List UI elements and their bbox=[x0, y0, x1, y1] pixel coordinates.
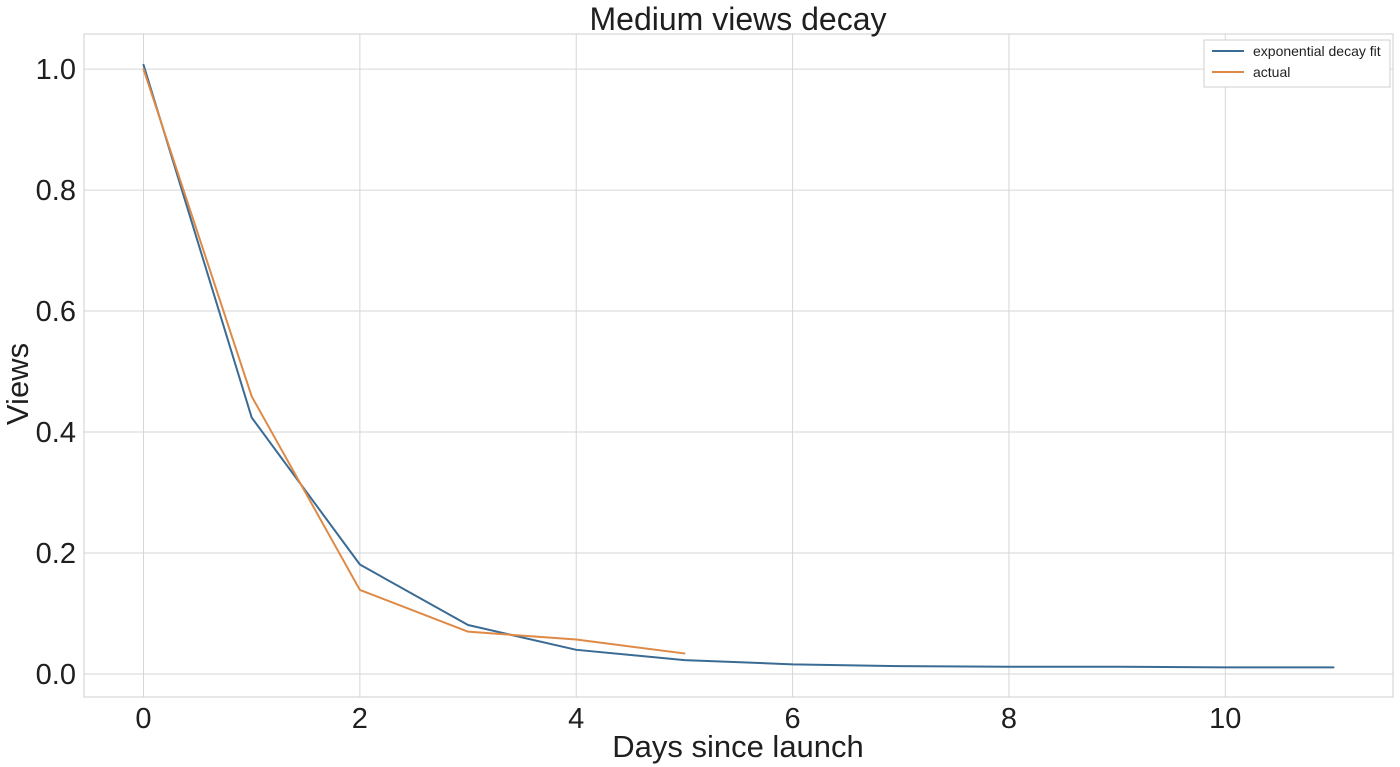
x-tick-label: 4 bbox=[568, 703, 584, 735]
x-axis-label: Days since launch bbox=[612, 729, 864, 764]
x-tick-label: 8 bbox=[1001, 703, 1017, 735]
y-tick-label: 0.0 bbox=[36, 659, 76, 691]
y-tick-label: 0.6 bbox=[36, 296, 76, 328]
y-axis-label: Views bbox=[0, 343, 35, 425]
plot-frame bbox=[83, 33, 1394, 698]
y-tick-label: 0.8 bbox=[36, 175, 76, 207]
series-layer bbox=[142, 63, 1335, 669]
y-tick-label: 0.4 bbox=[36, 417, 76, 449]
x-tick-label: 10 bbox=[1209, 703, 1241, 735]
legend-label-exponential-decay-fit: exponential decay fit bbox=[1253, 43, 1381, 59]
y-tick-label: 0.2 bbox=[36, 538, 76, 570]
plot-area-border bbox=[83, 33, 1394, 698]
series-line-actual bbox=[142, 68, 686, 655]
series-line-exponential-decay-fit bbox=[142, 63, 1335, 669]
chart-title: Medium views decay bbox=[590, 1, 887, 37]
legend: exponential decay fit actual bbox=[1203, 39, 1391, 88]
x-tick-label: 2 bbox=[352, 703, 368, 735]
grid-layer bbox=[84, 34, 1393, 697]
x-tick-label: 6 bbox=[785, 703, 801, 735]
legend-label-actual: actual bbox=[1253, 64, 1290, 80]
tick-layer: 0 2 4 6 8 10 0.0 0.2 0.4 0.6 0.8 1.0 bbox=[36, 54, 1242, 735]
legend-box bbox=[1203, 39, 1391, 88]
x-tick-label: 0 bbox=[135, 703, 151, 735]
y-tick-label: 1.0 bbox=[36, 54, 76, 86]
